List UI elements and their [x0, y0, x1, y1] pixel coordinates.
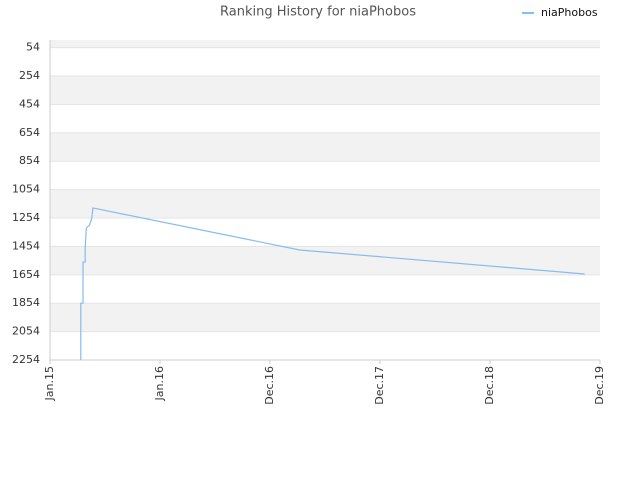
x-tick-label: Dec.16	[263, 366, 276, 405]
band	[50, 104, 600, 133]
line	[80, 207, 585, 360]
y-tick-label: 1654	[12, 268, 40, 281]
band	[50, 331, 600, 360]
x-tick-label: Dec.17	[373, 366, 386, 405]
x-tick-label: Jan.15	[43, 366, 56, 401]
chart-title: Ranking History for niaPhobos	[220, 5, 416, 20]
y-tick-label: 1854	[12, 296, 40, 309]
band	[50, 47, 600, 77]
band	[50, 218, 600, 247]
y-tick-label: 254	[19, 69, 40, 82]
x-tick-label: Dec.18	[483, 366, 496, 405]
x-tick-label: Jan.16	[153, 366, 166, 401]
y-tick-label: 854	[19, 154, 40, 167]
y-tick-label: 2054	[12, 325, 40, 338]
band	[50, 274, 600, 304]
y-tick-label: 2254	[12, 353, 40, 366]
y-tick-label: 1254	[12, 211, 40, 224]
legend-label: niaPhobos	[541, 6, 598, 19]
y-tick-label: 654	[19, 126, 40, 139]
y-tick-label: 454	[19, 97, 40, 110]
band	[50, 161, 600, 190]
plot-area	[50, 40, 600, 360]
y-tick-label: 54	[26, 41, 40, 54]
y-tick-label: 1454	[12, 239, 40, 252]
x-tick-label: Dec.19	[593, 366, 606, 405]
y-tick-label: 1054	[12, 183, 40, 196]
